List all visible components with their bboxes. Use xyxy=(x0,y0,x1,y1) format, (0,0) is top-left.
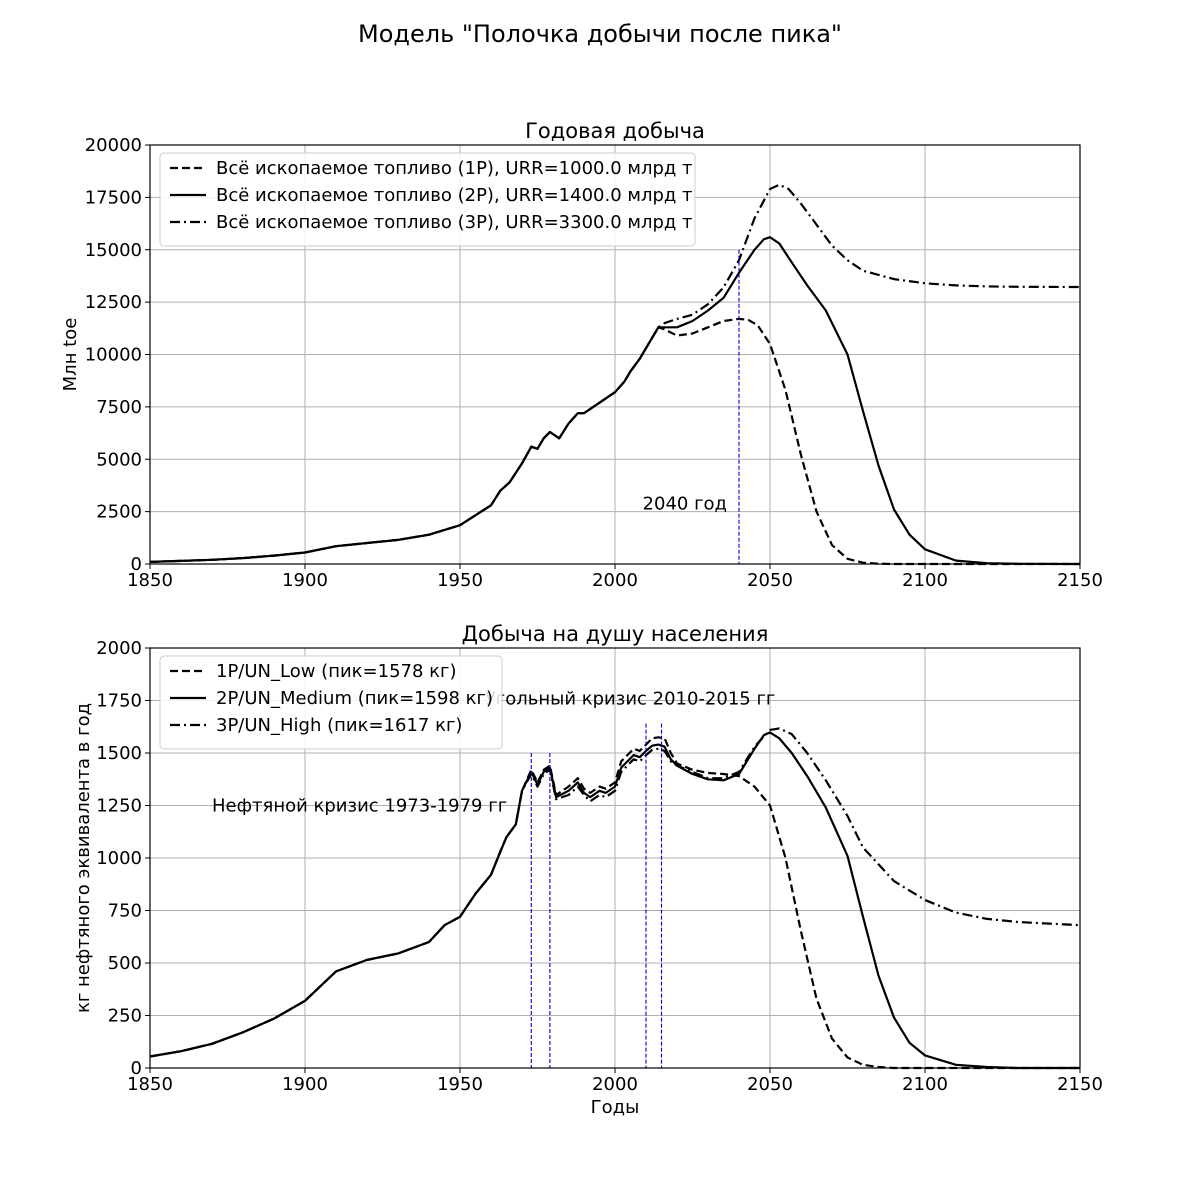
x-tick-label: 1850 xyxy=(127,1074,173,1095)
legend-label: Всё ископаемое топливо (3P), URR=3300.0 … xyxy=(216,212,693,233)
y-axis-label: Млн toe xyxy=(60,318,81,392)
x-tick-label: 1950 xyxy=(437,1074,483,1095)
y-tick-label: 2500 xyxy=(96,502,142,523)
x-tick-label: 2000 xyxy=(592,1074,638,1095)
y-tick-label: 12500 xyxy=(85,292,142,313)
annotation-text: Нефтяной кризис 1973-1979 гг xyxy=(212,796,507,817)
legend-label: Всё ископаемое топливо (2P), URR=1400.0 … xyxy=(216,185,693,206)
figure-title: Модель "Полочка добычи после пика" xyxy=(358,20,842,48)
x-tick-label: 2050 xyxy=(747,1074,793,1095)
y-tick-label: 17500 xyxy=(85,187,142,208)
x-tick-label: 1950 xyxy=(437,570,483,591)
series-line-dashed xyxy=(149,736,1080,1070)
y-tick-label: 20000 xyxy=(85,135,142,156)
y-tick-label: 500 xyxy=(108,953,142,974)
legend-label: 1P/UN_Low (пик=1578 кг) xyxy=(216,661,457,682)
x-tick-label: 1900 xyxy=(282,1074,328,1095)
y-tick-label: 1750 xyxy=(96,691,142,712)
legend-label: 2P/UN_Medium (пик=1598 кг) xyxy=(216,688,493,709)
y-tick-label: 7500 xyxy=(96,397,142,418)
y-tick-label: 250 xyxy=(108,1006,142,1027)
legend: 1P/UN_Low (пик=1578 кг) 2P/UN_Medium (пик… xyxy=(159,655,503,750)
y-tick-label: 1000 xyxy=(96,848,142,869)
legend-box xyxy=(159,655,503,750)
x-tick-label: 2000 xyxy=(592,570,638,591)
chart-title: Годовая добыча xyxy=(525,119,705,143)
y-tick-label: 5000 xyxy=(96,449,142,470)
legend-label: Всё ископаемое топливо (1P), URR=1000.0 … xyxy=(216,158,693,179)
legend-box xyxy=(159,152,696,247)
legend-label: 3P/UN_High (пик=1617 кг) xyxy=(216,715,462,736)
x-tick-label: 1850 xyxy=(127,570,173,591)
x-axis-label: Годы xyxy=(591,1097,640,1118)
x-tick-label: 2100 xyxy=(902,1074,948,1095)
y-tick-label: 0 xyxy=(131,554,142,575)
x-tick-label: 2150 xyxy=(1057,570,1103,591)
x-tick-label: 1900 xyxy=(282,570,328,591)
y-tick-label: 15000 xyxy=(85,240,142,261)
x-tick-label: 2100 xyxy=(902,570,948,591)
y-tick-label: 750 xyxy=(108,901,142,922)
x-tick-label: 2150 xyxy=(1057,1074,1103,1095)
legend: Всё ископаемое топливо (1P), URR=1000.0 … xyxy=(159,152,696,247)
y-tick-label: 10000 xyxy=(85,345,142,366)
per-capita-production-chart: Нефтяной кризис 1973-1979 гг Угольный кри… xyxy=(73,622,1103,1118)
y-tick-label: 1500 xyxy=(96,743,142,764)
y-axis-label: кг нефтяного эквивалента в год xyxy=(73,703,94,1013)
annual-production-chart: 2040 год 1850 1900 1950 2000 2050 2100 2150 0 250… xyxy=(60,119,1103,591)
series-line-dashdot xyxy=(149,727,1081,1058)
y-tick-label: 1250 xyxy=(96,796,142,817)
x-tick-label: 2050 xyxy=(747,570,793,591)
series-line-dashdot xyxy=(149,183,1081,563)
marker-label: 2040 год xyxy=(643,494,727,515)
annotation-text: Угольный кризис 2010-2015 гг xyxy=(485,688,776,709)
y-tick-label: 2000 xyxy=(96,638,142,659)
series-line-solid xyxy=(149,731,1080,1070)
y-tick-label: 0 xyxy=(131,1058,142,1079)
chart-title: Добыча на душу населения xyxy=(462,622,769,646)
